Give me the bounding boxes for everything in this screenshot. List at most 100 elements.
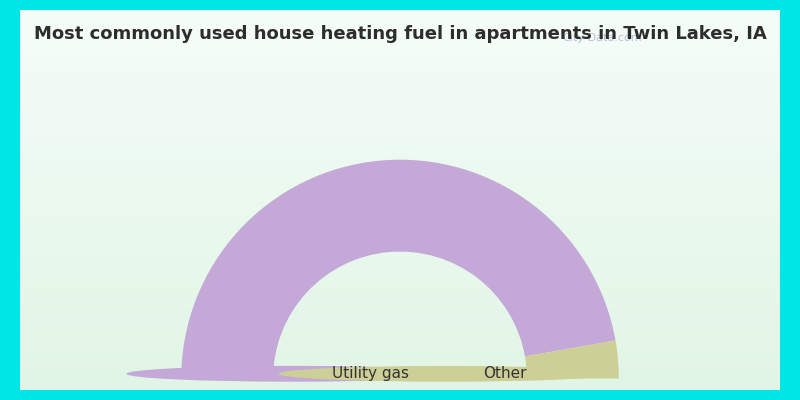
- Bar: [20, 23, 780, 24]
- Bar: [20, 308, 780, 309]
- Bar: [20, 205, 780, 206]
- Bar: [20, 91, 780, 92]
- Bar: [20, 268, 780, 270]
- Bar: [20, 202, 780, 204]
- Bar: [20, 340, 780, 342]
- Bar: [20, 220, 780, 222]
- Bar: [20, 366, 780, 367]
- Bar: [20, 266, 780, 267]
- Bar: [20, 184, 780, 185]
- Bar: [20, 247, 780, 248]
- Bar: [20, 119, 780, 120]
- Bar: [20, 367, 780, 368]
- Bar: [20, 109, 780, 110]
- Bar: [20, 77, 780, 78]
- Bar: [20, 282, 780, 284]
- Bar: [20, 267, 780, 268]
- Bar: [20, 190, 780, 191]
- Bar: [20, 324, 780, 326]
- Bar: [20, 196, 780, 198]
- Bar: [20, 242, 780, 243]
- Bar: [20, 344, 780, 346]
- Bar: [20, 295, 780, 296]
- Bar: [20, 381, 780, 382]
- Text: Most commonly used house heating fuel in apartments in Twin Lakes, IA: Most commonly used house heating fuel in…: [34, 25, 766, 43]
- Bar: [20, 16, 780, 18]
- Bar: [20, 236, 780, 237]
- Bar: [20, 313, 780, 314]
- Bar: [20, 248, 780, 250]
- Bar: [20, 316, 780, 318]
- Bar: [20, 134, 780, 135]
- Bar: [20, 111, 780, 113]
- Bar: [20, 286, 780, 287]
- Bar: [20, 358, 780, 360]
- Bar: [20, 34, 780, 35]
- Bar: [20, 343, 780, 344]
- Bar: [20, 389, 780, 390]
- Bar: [20, 352, 780, 353]
- Bar: [20, 68, 780, 70]
- Bar: [20, 274, 780, 275]
- Bar: [20, 362, 780, 363]
- Bar: [20, 96, 780, 97]
- Bar: [20, 40, 780, 42]
- Bar: [20, 270, 780, 271]
- Bar: [20, 160, 780, 161]
- Bar: [20, 106, 780, 108]
- Circle shape: [126, 366, 461, 382]
- Bar: [20, 58, 780, 59]
- Bar: [20, 251, 780, 252]
- Bar: [20, 322, 780, 323]
- Bar: [20, 22, 780, 23]
- Bar: [20, 204, 780, 205]
- Bar: [20, 287, 780, 289]
- Bar: [20, 164, 780, 166]
- Bar: [20, 353, 780, 354]
- Bar: [20, 20, 780, 22]
- Bar: [20, 152, 780, 153]
- Bar: [20, 182, 780, 184]
- Bar: [20, 371, 780, 372]
- Bar: [20, 86, 780, 87]
- Bar: [20, 178, 780, 180]
- Bar: [20, 302, 780, 304]
- Bar: [20, 100, 780, 101]
- Bar: [20, 263, 780, 265]
- Bar: [20, 376, 780, 377]
- Bar: [20, 319, 780, 320]
- Bar: [20, 191, 780, 192]
- Bar: [20, 57, 780, 58]
- Bar: [20, 125, 780, 126]
- Bar: [20, 329, 780, 330]
- Bar: [20, 10, 780, 11]
- Bar: [20, 234, 780, 236]
- Bar: [20, 356, 780, 357]
- Bar: [20, 64, 780, 66]
- Bar: [20, 80, 780, 81]
- Bar: [20, 239, 780, 240]
- Bar: [20, 375, 780, 376]
- Bar: [20, 162, 780, 163]
- Bar: [20, 61, 780, 62]
- Bar: [20, 225, 780, 226]
- Bar: [20, 129, 780, 130]
- Bar: [20, 149, 780, 150]
- Bar: [20, 148, 780, 149]
- Bar: [20, 138, 780, 139]
- Bar: [20, 54, 780, 56]
- Bar: [20, 258, 780, 260]
- Bar: [20, 188, 780, 190]
- Bar: [20, 211, 780, 213]
- Bar: [20, 50, 780, 52]
- Bar: [20, 166, 780, 167]
- Bar: [20, 30, 780, 32]
- Bar: [20, 110, 780, 111]
- Bar: [20, 28, 780, 29]
- Bar: [20, 312, 780, 313]
- Bar: [20, 163, 780, 164]
- Bar: [20, 218, 780, 219]
- Bar: [20, 71, 780, 72]
- Bar: [20, 327, 780, 328]
- Bar: [20, 254, 780, 256]
